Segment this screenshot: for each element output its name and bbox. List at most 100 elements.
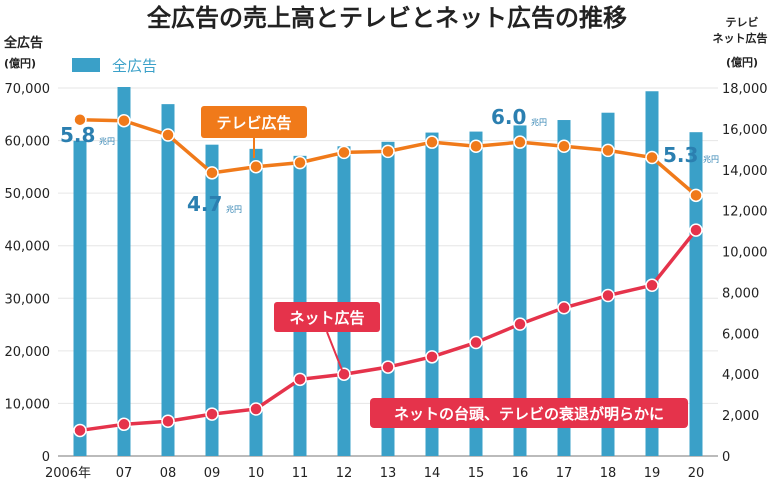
right-axis-tick-label: 16,000 [722,123,768,138]
net-line-point [293,372,307,387]
x-axis-tick-label: 2006年 [45,466,91,481]
annotation-total-2006: 5.8 兆円 [60,123,115,147]
tv-line-point [689,188,703,203]
x-axis-tick-label: 16 [512,466,529,481]
right-axis-tick-label: 18,000 [722,82,768,97]
tv-line-point [337,145,351,160]
tv-series-label: テレビ広告 [201,106,307,158]
tv-line-point [73,112,87,127]
x-axis-tick-label: 08 [160,466,177,481]
x-axis-tick-label: 10 [248,466,265,481]
right-axis-tick-label: 0 [722,450,730,465]
left-axis-tick-label: 50,000 [5,187,51,202]
annotation-total-2020: 5.3 兆円 [663,143,719,167]
legend-label: 全広告 [112,57,157,75]
bar-total [425,132,439,456]
tv-line-point [293,155,307,170]
annotation-total-2016: 6.0 兆円 [491,105,547,129]
right-axis-tick-label: 6,000 [722,327,759,342]
tv-line-point [469,139,483,154]
bar-total [381,141,395,456]
net-line-point [205,407,219,421]
right-axis-label-line3: (億円) [726,55,758,69]
x-axis-tick-label: 13 [380,466,397,481]
callout: ネットの台頭、テレビの衰退が明らかに [370,398,688,428]
right-axis-tick-label: 8,000 [722,286,759,301]
callout-box [370,398,688,428]
x-axis-tick-label: 15 [468,466,485,481]
tv-line-point [557,139,571,154]
net-line-point [645,278,659,293]
annotation-total-2009-unit: 兆円 [226,204,242,214]
bar-total [469,131,483,456]
left-axis-tick-label: 40,000 [5,240,51,255]
bar-total [117,87,131,456]
bar-total [205,144,219,456]
left-axis-tick-label: 0 [42,450,50,465]
x-axis-tick-label: 07 [116,466,133,481]
right-axis-tick-label: 10,000 [722,246,768,261]
bar-total [689,132,703,457]
net-label-pointer [326,331,343,371]
x-axis-tick-label: 17 [556,466,573,481]
tv-line-point [381,144,395,159]
annotation-total-2020-value: 5.3 [663,143,698,167]
net-line-point [337,367,351,381]
annotation-total-2006-value: 5.8 [60,123,95,147]
net-line-point [513,317,527,331]
left-axis-tick-label: 20,000 [5,345,51,360]
bar-total [557,120,571,456]
right-axis-label-line1: テレビ [726,15,759,29]
net-line-point [425,350,439,364]
x-axis-tick-label: 19 [644,466,661,481]
annotation-total-2009-value: 4.7 [187,192,222,216]
line-series-net [73,223,703,438]
bar-total [161,104,175,456]
net-line-point [557,301,571,315]
bar-total [337,146,351,456]
left-axis-tick-label: 70,000 [5,82,51,97]
x-axis-tick-label: 20 [688,466,705,481]
bar-total [249,148,263,456]
right-axis-tick-label: 14,000 [722,164,768,179]
tv-label-box [201,106,307,138]
left-axis-label-line1: 全広告 [3,35,43,51]
bar-total [73,140,87,456]
left-axis-label-line2: (億円) [4,56,36,70]
callout-text: ネットの台頭、テレビの衰退が明らかに [394,405,664,423]
net-line-point [601,288,615,303]
left-axis-ticks: 0 10,000 20,000 30,000 40,000 50,000 60,000 70,… [5,82,51,465]
annotation-total-2009: 4.7 兆円 [187,192,242,216]
left-axis-tick-label: 10,000 [5,397,51,412]
right-axis-tick-label: 2,000 [722,409,759,424]
annotation-total-2006-unit: 兆円 [99,136,115,146]
bar-total [601,112,615,457]
right-axis-tick-label: 4,000 [722,368,759,383]
x-axis-tick-label: 09 [204,466,221,481]
tv-line-point [425,135,439,149]
line-series-tv [73,112,703,203]
tv-line-point [249,159,263,174]
net-line-point [117,417,131,432]
net-line-point [73,423,87,438]
tv-line-point [601,143,615,158]
annotation-total-2020-unit: 兆円 [703,154,719,164]
x-axis-tick-label: 14 [424,466,441,481]
tv-label-text: テレビ広告 [216,114,291,132]
x-axis-ticks: 2006年 07 08 09 10 11 12 13 14 15 16 17 18 19 20 [45,466,704,481]
legend-swatch [72,58,100,72]
right-axis-tick-label: 12,000 [722,205,768,220]
tv-line-point [645,150,659,165]
net-line-point [249,402,263,416]
right-axis-label-line2: ネット広告 [713,31,768,45]
x-axis-tick-label: 12 [336,466,353,481]
net-line-point [469,335,483,350]
left-axis-tick-label: 30,000 [5,292,51,307]
net-line-point [689,223,703,237]
chart-title: 全広告の売上高とテレビとネット広告の推移 [146,4,627,32]
net-label-text: ネット広告 [289,309,364,327]
annotation-total-2016-value: 6.0 [491,105,526,129]
x-axis-tick-label: 11 [292,466,309,481]
right-axis-ticks: 0 2,000 4,000 6,000 8,000 10,000 12,000 14,000 1… [722,82,768,465]
